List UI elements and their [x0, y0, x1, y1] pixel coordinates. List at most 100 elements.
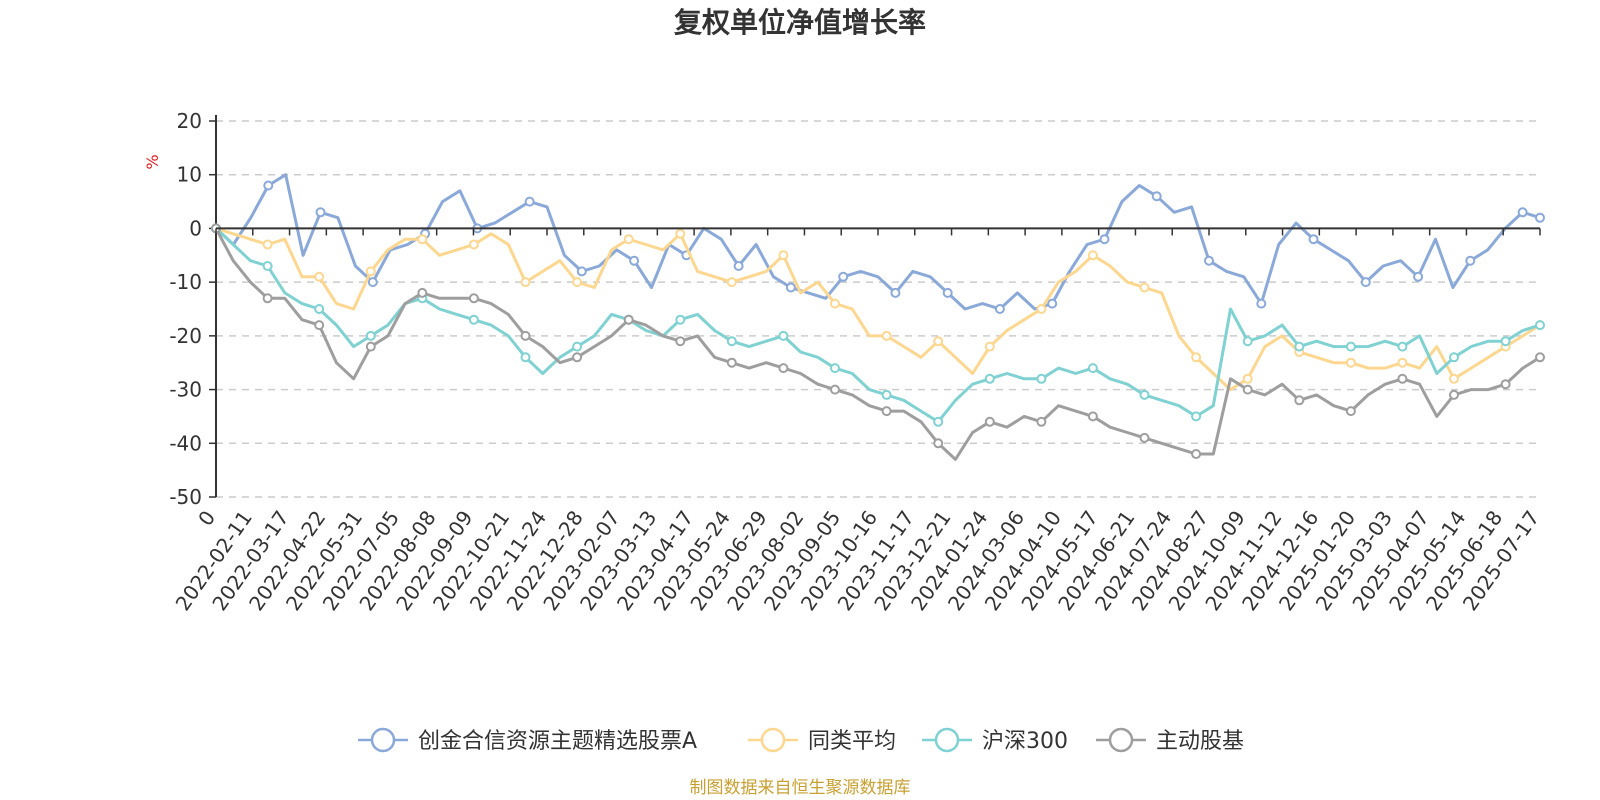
series-point — [262, 293, 273, 304]
series-point — [1087, 411, 1098, 422]
series-point — [778, 363, 789, 374]
y-tick-label: 0 — [189, 216, 202, 240]
series-point — [572, 352, 583, 363]
legend-item-3[interactable]: 主动股基 — [1096, 727, 1244, 754]
legend-label: 沪深300 — [982, 729, 1068, 754]
series-point — [367, 277, 378, 288]
legend-swatch-marker — [370, 727, 396, 753]
series-point — [1139, 432, 1150, 443]
series-point — [1294, 341, 1305, 352]
series-point — [572, 341, 583, 352]
series-point — [417, 234, 428, 245]
legend-label: 创金合信资源主题精选股票A — [418, 729, 697, 754]
series-point — [726, 277, 737, 288]
series-point — [468, 293, 479, 304]
series-point — [881, 406, 892, 417]
series-point — [1087, 363, 1098, 374]
series-point — [468, 314, 479, 325]
legend[interactable]: 创金合信资源主题精选股票A 同类平均 沪深300 主动股基 — [358, 727, 1244, 754]
y-tick-label: 10 — [177, 163, 202, 187]
series-point — [726, 357, 737, 368]
series-point — [623, 234, 634, 245]
y-axis: 20 10 0 -10 -20 -30 -40 -50 — [169, 109, 217, 509]
series-line-3 — [214, 227, 1541, 461]
series-point — [785, 282, 796, 293]
series-point — [778, 250, 789, 261]
series-point — [1517, 207, 1528, 218]
series-point — [576, 266, 587, 277]
series-point — [417, 287, 428, 298]
y-tick-label: -30 — [169, 378, 202, 402]
series-line-2 — [214, 227, 1541, 424]
source-note: 制图数据来自恒生聚源数据库 — [690, 778, 911, 798]
series-point — [1535, 320, 1545, 331]
series-point — [1242, 384, 1253, 395]
series-point — [1204, 255, 1214, 266]
series-point — [365, 330, 376, 341]
series-point — [520, 277, 531, 288]
y-tick-label: -20 — [169, 324, 202, 348]
legend-item-2[interactable]: 沪深300 — [922, 727, 1068, 754]
series-point — [1449, 373, 1459, 384]
series-point — [262, 261, 273, 271]
series-point — [675, 336, 686, 347]
series-point — [1397, 373, 1408, 384]
series-point — [520, 330, 531, 341]
y-tick-label: -10 — [169, 270, 202, 294]
series-point — [1535, 212, 1545, 223]
series-point — [1345, 341, 1356, 352]
series-point — [1191, 411, 1202, 422]
series-point — [733, 261, 744, 271]
series-point — [881, 389, 892, 400]
legend-swatch-marker — [1108, 727, 1134, 753]
legend-item-1[interactable]: 同类平均 — [748, 727, 896, 754]
series-point — [1345, 406, 1356, 417]
series-point — [520, 352, 531, 363]
series-point — [881, 330, 892, 341]
series-point — [830, 363, 840, 374]
series-point — [1535, 352, 1545, 363]
series-point — [778, 330, 789, 341]
series-point — [984, 416, 995, 427]
series-point — [572, 277, 583, 288]
legend-label: 主动股基 — [1156, 729, 1244, 754]
y-tick-label: -40 — [169, 431, 202, 455]
series-point — [1294, 395, 1305, 406]
series-point — [890, 287, 901, 298]
series-point — [1151, 191, 1162, 202]
series-point — [675, 228, 686, 239]
series-point — [830, 298, 840, 309]
series-point — [933, 336, 944, 347]
series-point — [1099, 234, 1110, 245]
series-line-1 — [215, 226, 1541, 392]
series-point — [1139, 389, 1150, 400]
series-point — [675, 314, 686, 325]
grid-lines — [216, 120, 1540, 498]
series-point — [1500, 336, 1511, 347]
series-point — [1413, 271, 1424, 282]
series-point — [933, 438, 944, 449]
series-point — [1449, 389, 1459, 400]
series-point — [1242, 336, 1253, 347]
series-point — [314, 320, 325, 331]
series-point — [1036, 304, 1047, 314]
series-point — [838, 271, 849, 282]
series-point — [468, 239, 479, 250]
series-point — [314, 271, 325, 282]
series-point — [933, 416, 944, 427]
y-tick-label: 20 — [177, 109, 202, 133]
series-point — [1360, 277, 1371, 288]
y-axis-unit: % — [143, 154, 162, 169]
series-point — [315, 207, 326, 218]
x-axis: 02022-02-112022-03-172022-04-222022-05-3… — [171, 227, 1544, 615]
series-point — [262, 239, 273, 250]
series-point — [830, 384, 840, 395]
series-point — [942, 287, 953, 298]
series-point — [524, 196, 535, 207]
series-point — [1036, 416, 1047, 427]
legend-item-0[interactable]: 创金合信资源主题精选股票A — [358, 727, 697, 754]
series-point — [994, 304, 1005, 314]
series-point — [365, 266, 376, 277]
series-point — [1465, 255, 1476, 266]
x-tick-label: 0 — [193, 506, 220, 530]
